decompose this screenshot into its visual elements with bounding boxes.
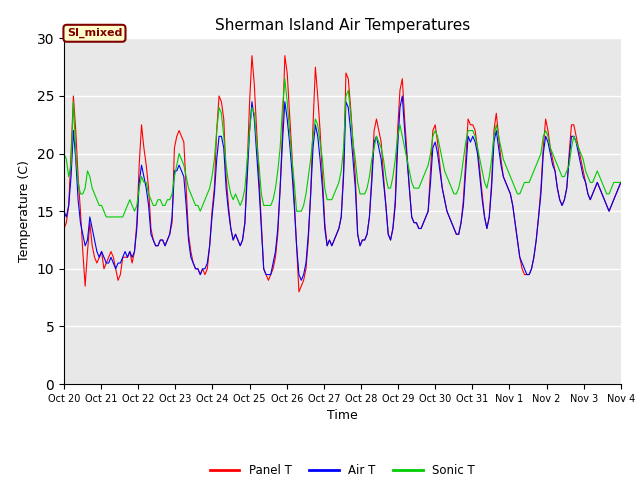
X-axis label: Time: Time: [327, 409, 358, 422]
Legend: Panel T, Air T, Sonic T: Panel T, Air T, Sonic T: [205, 459, 480, 480]
Text: SI_mixed: SI_mixed: [67, 28, 122, 38]
Title: Sherman Island Air Temperatures: Sherman Island Air Temperatures: [215, 18, 470, 33]
Y-axis label: Temperature (C): Temperature (C): [18, 160, 31, 262]
